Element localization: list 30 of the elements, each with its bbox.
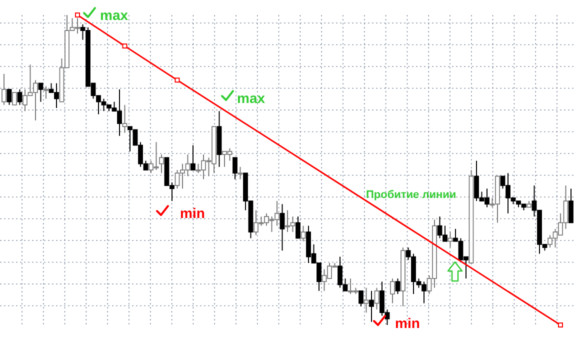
annotation: max: [237, 90, 266, 106]
candlestick: [280, 204, 285, 252]
point: [558, 322, 563, 328]
candlestick: [369, 290, 374, 322]
candlestick: [238, 166, 243, 180]
candlestick: [232, 157, 238, 180]
candlestick: [364, 287, 369, 314]
candlestick: [374, 287, 380, 310]
candlestick: [122, 104, 128, 134]
candlestick: [6, 88, 12, 106]
candlestick: [448, 232, 453, 248]
annotation: min: [395, 315, 420, 331]
annotation: Пробитие линии: [366, 189, 456, 201]
point: [174, 78, 180, 83]
point: [75, 12, 80, 18]
candlestick: [390, 278, 395, 304]
candlestick: [395, 278, 400, 294]
candlestick: [44, 86, 48, 100]
candlestick: [38, 82, 44, 102]
candlestick: [12, 92, 17, 106]
point: [122, 44, 128, 48]
candlestick: [190, 144, 196, 170]
candlestick: [358, 290, 364, 307]
annotation: max: [100, 7, 128, 23]
candlestick: [568, 188, 574, 224]
candlestick: [17, 88, 22, 106]
annotation: min: [180, 205, 205, 221]
candlestick: [159, 154, 164, 174]
candlestick: [300, 225, 306, 242]
candlestick: [296, 216, 300, 239]
